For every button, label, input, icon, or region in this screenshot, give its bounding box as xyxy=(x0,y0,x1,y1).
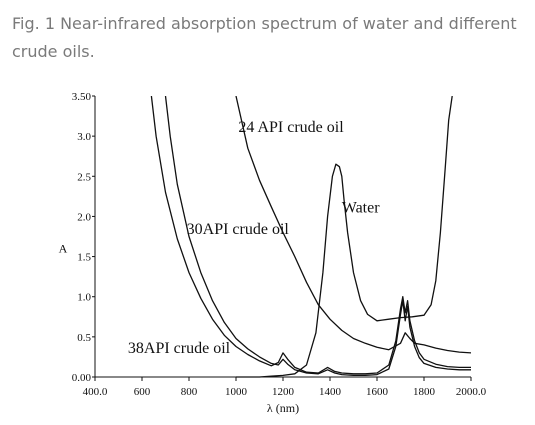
x-tick-label: 1000 xyxy=(225,386,248,398)
series-line-38api-crude-oil xyxy=(164,96,471,377)
y-tick-label: 3.50 xyxy=(72,91,92,103)
chart-labels-layer: 24 API crude oil 30API crude oil 38API cru… xyxy=(128,119,380,357)
x-tick-label: 1200 xyxy=(272,386,295,398)
chart-series-layer xyxy=(150,96,472,378)
y-tick-label: 0.5 xyxy=(77,332,91,344)
figure-caption: Fig. 1 Near-infrared absorption spectrum… xyxy=(12,14,517,61)
x-tick-label: 400.0 xyxy=(83,386,108,398)
y-tick-label: 0.00 xyxy=(72,372,92,384)
y-tick-label: 1.5 xyxy=(77,252,91,264)
y-tick-label: 1.0 xyxy=(77,292,91,304)
series-line-24-api-crude-oil xyxy=(235,96,472,354)
x-tick-label: 800 xyxy=(181,386,198,398)
annotation-38api-crude-oil: 38API crude oil xyxy=(128,340,231,357)
series-line-water xyxy=(236,96,453,378)
y-tick-label: 2.0 xyxy=(77,211,91,223)
y-axis-title: A xyxy=(59,242,68,256)
annotation-24-api-crude-oil: 24 API crude oil xyxy=(238,119,344,136)
x-tick-label: 1800 xyxy=(413,386,436,398)
annotation-water: Water xyxy=(342,199,380,216)
x-tick-label: 1400 xyxy=(319,386,342,398)
annotation-30api-crude-oil: 30API crude oil xyxy=(187,221,290,238)
series-line-30api-crude-oil xyxy=(150,96,471,375)
y-tick-label: 2.5 xyxy=(77,171,91,183)
x-axis-title: λ (nm) xyxy=(267,401,299,415)
x-tick-label: 600 xyxy=(134,386,151,398)
x-tick-label: 2000.0 xyxy=(456,386,487,398)
chart-axes: 0.00 0.5 1.0 1.5 2.0 2.5 3.0 3.50 400.0 600 800 100… xyxy=(59,91,487,415)
x-tick-label: 1600 xyxy=(366,386,389,398)
y-tick-label: 3.0 xyxy=(77,131,91,143)
